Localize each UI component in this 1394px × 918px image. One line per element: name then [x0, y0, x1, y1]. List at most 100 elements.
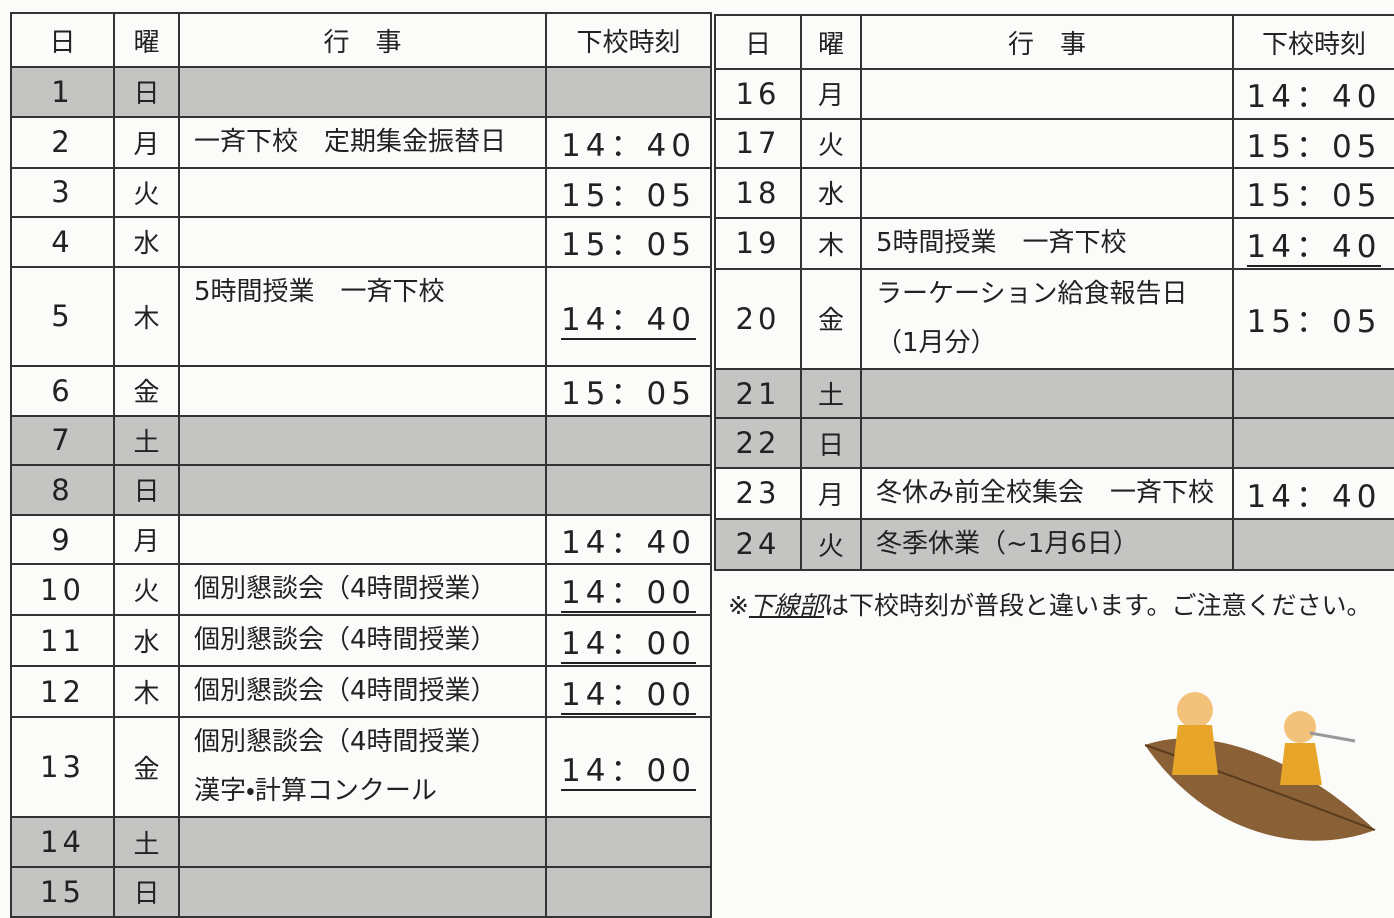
time: 14：40	[1246, 228, 1382, 267]
day: 21	[714, 367, 802, 420]
flute	[1309, 731, 1356, 743]
note-text: は下校時刻が普段と違います。ご注意ください。	[823, 591, 1372, 620]
time: 15：05	[561, 376, 696, 413]
row: 5 木 5時間授業 一斉下校 14：40	[10, 265, 712, 367]
time: 14：40	[561, 525, 696, 562]
header-cell: 行 事	[178, 12, 547, 68]
row: 13 金個別懇談会（4時間授業） 漢字・計算コンクール 14：00	[10, 716, 712, 819]
row: 24 火冬季休業（~1月6日）	[714, 517, 1394, 571]
row: 21 土	[714, 367, 1394, 420]
time: 14：00	[561, 626, 696, 665]
events: ラーケーション給食報告日 （1月分）	[860, 267, 1234, 370]
header-cell: 行 事	[860, 14, 1234, 70]
note: ※下線部は下校時刻が普段と違います。ご注意ください。	[728, 586, 1371, 622]
day: 14	[10, 816, 115, 868]
row: 19 木 5時間授業 一斉下校 14：40	[714, 216, 1394, 270]
event: 5時間授業 一斉下校	[876, 227, 1127, 258]
time-cell: 14：40	[545, 513, 712, 566]
weekday: 木	[113, 265, 180, 367]
weekday: 月	[113, 115, 180, 169]
weekday: 金	[113, 716, 180, 819]
event: 個別懇談会（4時間授業）	[194, 625, 497, 656]
time-cell	[1232, 417, 1394, 469]
time-cell: 15：05	[545, 166, 712, 219]
day: 13	[10, 716, 115, 819]
weekday: 日	[800, 417, 862, 469]
time: 15：05	[1246, 178, 1382, 215]
header-cell: 下校時刻	[545, 12, 712, 68]
events	[860, 367, 1234, 420]
time-cell	[1232, 367, 1394, 420]
events	[178, 513, 547, 566]
weekday: 金	[113, 364, 180, 417]
day: 9	[10, 513, 115, 566]
weekday: 火	[113, 166, 180, 219]
header-row: 日曜行 事下校時刻	[714, 14, 1394, 70]
illustration	[1144, 692, 1376, 841]
time-cell	[545, 464, 712, 516]
time-cell: 14：40	[1232, 216, 1394, 270]
row: 11 水個別懇談会（4時間授業） 14：00	[10, 614, 712, 668]
weekday: 水	[113, 216, 180, 268]
row: 10 火個別懇談会（4時間授業） 14：00	[10, 563, 712, 617]
time: 14：00	[561, 752, 696, 791]
weekday: 日	[113, 66, 180, 118]
day: 3	[10, 166, 115, 219]
event: 5時間授業 一斉下校	[194, 276, 445, 307]
time-cell	[545, 816, 712, 868]
day: 23	[714, 466, 802, 520]
row: 14 土	[10, 816, 712, 868]
day: 11	[10, 614, 115, 668]
events: 個別懇談会（4時間授業） 漢字・計算コンクール	[178, 716, 547, 819]
note-mark: ※	[728, 591, 749, 620]
event: 一斉下校 定期集金振替日	[194, 126, 507, 157]
day: 16	[714, 68, 802, 120]
day: 22	[714, 417, 802, 469]
header-cell: 曜	[800, 14, 862, 70]
header-cell: 日	[714, 14, 802, 70]
events: 5時間授業 一斉下校	[860, 216, 1234, 270]
figure-body	[1280, 743, 1322, 785]
events	[178, 865, 547, 918]
events: 個別懇談会（4時間授業）	[178, 563, 547, 617]
row: 18 水 15：05	[714, 167, 1394, 219]
day: 12	[10, 665, 115, 719]
weekday: 水	[800, 167, 862, 219]
weekday: 火	[113, 563, 180, 617]
event: 冬休み前全校集会 一斉下校	[876, 477, 1215, 508]
events	[178, 816, 547, 868]
weekday: 火	[800, 517, 862, 571]
weekday: 土	[800, 367, 862, 420]
row: 6 金 15：05	[10, 364, 712, 417]
time: 15：05	[1246, 304, 1382, 341]
time-cell: 14：40	[545, 115, 712, 169]
note-underlined: 下線部	[748, 591, 824, 620]
time: 15：05	[561, 227, 696, 264]
time: 14：00	[561, 575, 696, 614]
time-cell: 14：00	[545, 563, 712, 617]
event: 個別懇談会（4時間授業）	[194, 676, 497, 707]
time-cell: 14：00	[545, 614, 712, 668]
figure-head	[1284, 711, 1316, 743]
events	[178, 414, 547, 467]
event: 個別懇談会（4時間授業）	[194, 727, 497, 758]
event: 漢字・計算コンクール	[194, 776, 437, 807]
weekday: 木	[800, 216, 862, 270]
row: 15 日	[10, 865, 712, 918]
time-cell: 15：05	[545, 364, 712, 417]
weekday: 日	[113, 464, 180, 516]
events	[178, 66, 547, 118]
weekday: 土	[113, 816, 180, 868]
day: 8	[10, 464, 115, 516]
header-cell: 日	[10, 12, 115, 68]
weekday: 火	[800, 117, 862, 170]
day: 1	[10, 66, 115, 118]
day: 24	[714, 517, 802, 571]
events	[178, 464, 547, 516]
events: 一斉下校 定期集金振替日	[178, 115, 547, 169]
weekday: 月	[113, 513, 180, 566]
time-cell: 15：05	[1232, 267, 1394, 370]
